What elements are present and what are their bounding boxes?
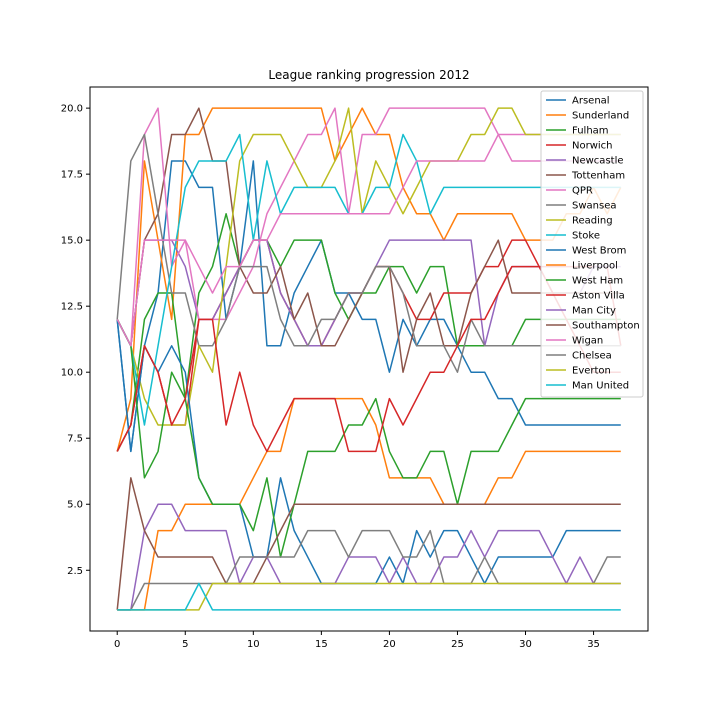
y-tick-label: 5.0 — [67, 500, 83, 511]
y-tick-label: 15.0 — [61, 236, 83, 247]
legend-label: Swansea — [572, 201, 616, 212]
axes-group: 0 5 10 15 20 25 30 35 2.5 5.0 7.5 10.0 12.5 15.0 17.5 2… — [61, 86, 649, 650]
legend-item: West Brom — [546, 246, 626, 257]
series-line-west-ham — [116, 319, 621, 558]
legend-label: Fulham — [572, 126, 609, 137]
legend-item: Newcastle — [546, 156, 624, 167]
y-tick-label: 12.5 — [61, 302, 83, 313]
legend-label: Newcastle — [572, 156, 624, 167]
legend-label: Norwich — [572, 141, 613, 152]
series-line-swansea — [116, 133, 621, 373]
legend-item: Aston Villa — [546, 291, 625, 302]
legend-item: Fulham — [546, 126, 609, 137]
y-tick-label: 17.5 — [61, 170, 83, 181]
legend-label: Man City — [572, 306, 616, 317]
legend-item: Stoke — [546, 231, 600, 242]
legend-label: West Brom — [572, 246, 626, 257]
series-group — [116, 107, 622, 611]
legend-item: Arsenal — [546, 96, 610, 107]
legend-label: Sunderland — [572, 111, 629, 122]
legend-label: QPR — [572, 186, 593, 197]
legend-item: Sunderland — [546, 111, 629, 122]
legend-label: Southampton — [572, 321, 640, 332]
series-line-fulham — [116, 213, 621, 452]
x-tick-label: 20 — [383, 639, 396, 650]
legend-item: Liverpool — [546, 261, 618, 272]
chart-title: League ranking progression 2012 — [268, 68, 469, 82]
legend-label: Reading — [572, 216, 613, 227]
legend-label: West Ham — [572, 276, 623, 287]
x-tick-label: 0 — [114, 639, 120, 650]
series-line-arsenal — [116, 160, 621, 453]
legend-label: Chelsea — [572, 351, 612, 362]
legend-label: Everton — [572, 366, 611, 377]
y-tick-label: 2.5 — [67, 566, 83, 577]
legend-item: Man United — [546, 381, 629, 392]
legend-item: QPR — [546, 186, 593, 197]
series-line-reading — [116, 107, 621, 426]
x-tick-label: 30 — [519, 639, 532, 650]
legend-item: Tottenham — [546, 171, 625, 182]
legend-item: Reading — [546, 216, 613, 227]
series-line-wigan — [116, 133, 621, 347]
axes-frame — [89, 86, 649, 632]
y-tick-label: 7.5 — [67, 434, 83, 445]
y-tick-label: 20.0 — [61, 104, 83, 115]
legend-item: Man City — [546, 306, 616, 317]
series-line-stoke — [116, 133, 621, 426]
legend-item: Norwich — [546, 141, 613, 152]
x-tick-label: 25 — [451, 639, 464, 650]
series-line-southampton — [116, 477, 621, 610]
series-line-sunderland — [116, 107, 622, 452]
legend-label: Liverpool — [572, 261, 618, 272]
series-line-everton — [117, 582, 621, 611]
x-tick-label: 35 — [587, 639, 600, 650]
x-tick-label: 15 — [315, 639, 328, 650]
legend-label: Wigan — [572, 336, 603, 347]
series-line-man-united — [117, 582, 621, 611]
legend-label: Aston Villa — [572, 291, 625, 302]
legend-item: Wigan — [546, 336, 603, 347]
x-tick-label: 5 — [182, 639, 188, 650]
y-tick-label: 10.0 — [61, 368, 83, 379]
legend-item: Southampton — [546, 321, 640, 332]
legend: Arsenal Sunderland Fulham Norwich Newcastle T… — [540, 90, 644, 398]
legend-label: Stoke — [572, 231, 600, 242]
legend-item: Swansea — [546, 201, 616, 212]
legend-label: Man United — [572, 381, 629, 392]
x-tick-label: 10 — [247, 639, 260, 650]
series-line-aston-villa — [116, 265, 621, 453]
legend-item: Everton — [546, 366, 611, 377]
legend-label: Arsenal — [572, 96, 610, 107]
legend-label: Tottenham — [571, 171, 625, 182]
series-line-man-city — [117, 503, 621, 611]
legend-item: Chelsea — [546, 351, 612, 362]
legend-item: West Ham — [546, 276, 623, 287]
legend-box — [540, 90, 644, 398]
